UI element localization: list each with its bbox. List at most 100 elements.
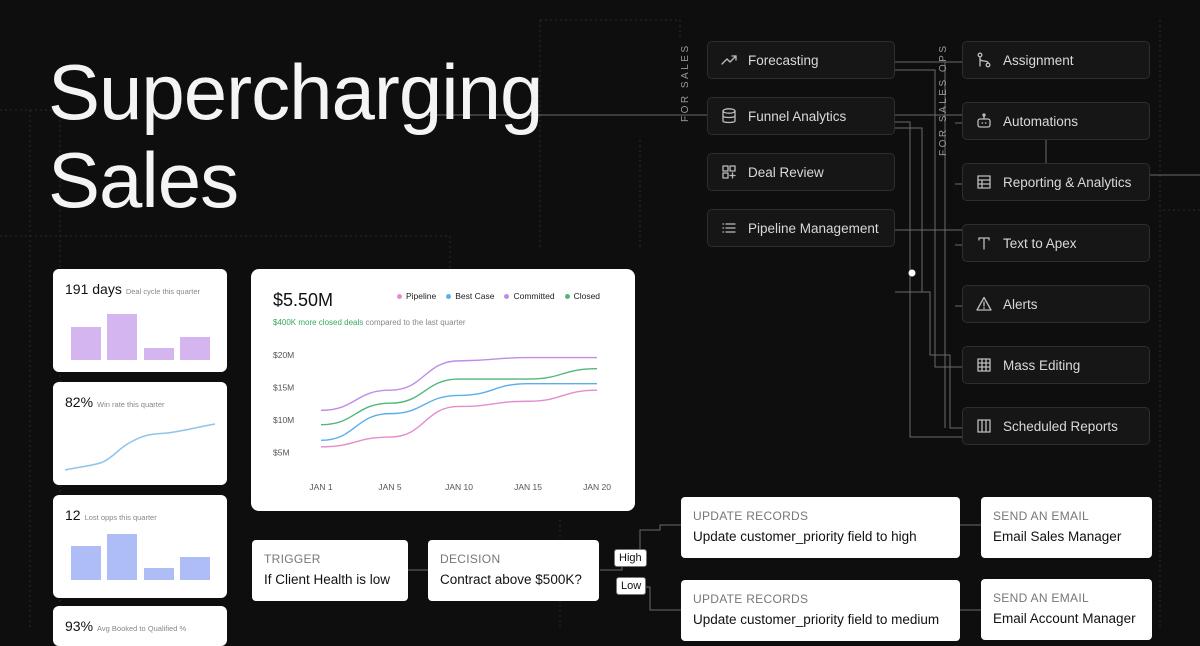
feature-pipeline-management[interactable]: Pipeline Management <box>707 209 895 247</box>
stat-bar <box>180 557 210 580</box>
stat-caption: Lost opps this quarter <box>84 513 157 522</box>
legend-dot <box>397 293 402 299</box>
stat-card-booked-qualified: 93% Avg Booked to Qualified % <box>53 606 227 646</box>
for-sales-ops-label: FOR SALES OPS <box>938 43 949 156</box>
x-tick-label: JAN 20 <box>583 482 611 492</box>
branch-high-label: High <box>614 549 647 567</box>
x-tick-label: JAN 10 <box>445 482 473 492</box>
main-chart-value: $5.50M <box>273 290 334 310</box>
stat-value: 82% <box>65 394 94 410</box>
legend-label: Committed <box>513 291 555 301</box>
legend-label: Best Case <box>455 291 495 301</box>
node-type: DECISION <box>440 552 501 566</box>
stat-value: 191 days <box>65 281 122 297</box>
series-line-pipeline <box>320 389 598 448</box>
feature-text-to-apex[interactable]: Text to Apex <box>962 224 1150 262</box>
grid-icon <box>975 356 993 374</box>
trend-up-icon <box>720 51 738 69</box>
database-icon <box>720 107 738 125</box>
stat-bar <box>71 327 101 360</box>
feature-alerts[interactable]: Alerts <box>962 285 1150 323</box>
stat-bar-chart <box>71 534 210 580</box>
node-text: Contract above $500K? <box>440 572 582 587</box>
feature-label: Alerts <box>1003 296 1038 312</box>
series-line-closed <box>320 367 598 426</box>
table-icon <box>975 173 993 191</box>
stat-bar <box>107 534 137 580</box>
stat-caption: Win rate this quarter <box>97 400 165 409</box>
feature-label: Automations <box>1003 113 1079 129</box>
stat-value: 93% <box>65 618 94 634</box>
node-type: SEND AN EMAIL <box>993 509 1089 523</box>
y-tick-label: $5M <box>273 448 290 458</box>
columns-icon <box>975 417 993 435</box>
main-line-chart: $20M $15M $10M $5M JAN 1 JAN 5 JAN 10 JAN 15 JAN… <box>273 350 611 492</box>
feature-label: Assignment <box>1003 52 1074 68</box>
flow-node-decision[interactable]: DECISION Contract above $500K? <box>428 540 599 601</box>
legend-dot <box>446 293 452 299</box>
y-tick-label: $10M <box>273 415 294 425</box>
feature-label: Funnel Analytics <box>748 108 847 124</box>
y-tick-label: $15M <box>273 383 294 393</box>
series-line-best-case <box>320 382 597 442</box>
legend-label: Closed <box>573 291 601 301</box>
feature-label: Scheduled Reports <box>1003 418 1118 434</box>
main-chart-card: $5.50M $400K more closed deals compared … <box>251 269 635 511</box>
grid-plus-icon <box>720 163 738 181</box>
legend-item: Committed <box>504 291 555 301</box>
stat-card-deal-cycle: 191 days Deal cycle this quarter <box>53 269 227 372</box>
feature-assignment[interactable]: Assignment <box>962 41 1150 79</box>
node-text: Email Account Manager <box>993 611 1136 626</box>
series-line-committed <box>320 356 597 412</box>
stat-caption: Deal cycle this quarter <box>125 287 201 296</box>
headline: Supercharging Sales <box>48 48 543 224</box>
feature-label: Text to Apex <box>1003 235 1077 251</box>
headline-line-1: Supercharging <box>48 48 543 136</box>
branch-low-label: Low <box>616 577 647 595</box>
legend-item: Best Case <box>446 291 494 301</box>
branch-icon <box>975 51 993 69</box>
stat-bar <box>107 314 137 360</box>
flow-node-trigger[interactable]: TRIGGER If Client Health is low <box>252 540 408 601</box>
flow-node-email-account[interactable]: SEND AN EMAIL Email Account Manager <box>981 579 1152 640</box>
feature-forecasting[interactable]: Forecasting <box>707 41 895 79</box>
stat-bar <box>71 546 101 580</box>
feature-funnel-analytics[interactable]: Funnel Analytics <box>707 97 895 135</box>
stat-bar <box>144 348 174 360</box>
feature-label: Reporting & Analytics <box>1003 174 1132 190</box>
flow-node-update-high[interactable]: UPDATE RECORDS Update customer_priority … <box>681 497 960 558</box>
robot-icon <box>975 112 993 130</box>
y-tick-label: $20M <box>273 350 294 360</box>
node-text: Email Sales Manager <box>993 529 1122 544</box>
node-text: Update customer_priority field to medium <box>693 612 940 627</box>
feature-label: Pipeline Management <box>748 220 879 236</box>
stat-caption: Avg Booked to Qualified % <box>97 624 187 633</box>
flow-node-update-medium[interactable]: UPDATE RECORDS Update customer_priority … <box>681 580 960 641</box>
list-icon <box>720 219 738 237</box>
feature-reporting-analytics[interactable]: Reporting & Analytics <box>962 163 1150 201</box>
chart-legend: Pipeline Best Case Committed Closed <box>397 291 600 301</box>
node-type: TRIGGER <box>264 552 321 566</box>
node-text: Update customer_priority field to high <box>693 529 917 544</box>
node-type: UPDATE RECORDS <box>693 592 809 606</box>
feature-deal-review[interactable]: Deal Review <box>707 153 895 191</box>
feature-mass-editing[interactable]: Mass Editing <box>962 346 1150 384</box>
stat-line <box>64 423 216 471</box>
legend-item: Pipeline <box>397 291 436 301</box>
stat-card-win-rate: 82% Win rate this quarter <box>53 382 227 485</box>
legend-item: Closed <box>564 291 601 301</box>
headline-line-2: Sales <box>48 136 239 224</box>
feature-scheduled-reports[interactable]: Scheduled Reports <box>962 407 1150 445</box>
delta-rest: compared to the last quarter <box>365 318 466 327</box>
for-sales-label: FOR SALES <box>680 43 691 122</box>
feature-label: Forecasting <box>748 52 819 68</box>
flow-node-email-sales[interactable]: SEND AN EMAIL Email Sales Manager <box>981 497 1152 558</box>
node-type: SEND AN EMAIL <box>993 591 1089 605</box>
stat-bar <box>180 337 210 360</box>
warning-icon <box>975 295 993 313</box>
node-text: If Client Health is low <box>264 572 391 587</box>
x-tick-label: JAN 1 <box>309 482 332 492</box>
feature-label: Mass Editing <box>1003 357 1081 373</box>
stat-card-lost-opps: 12 Lost opps this quarter <box>53 495 227 598</box>
feature-automations[interactable]: Automations <box>962 102 1150 140</box>
